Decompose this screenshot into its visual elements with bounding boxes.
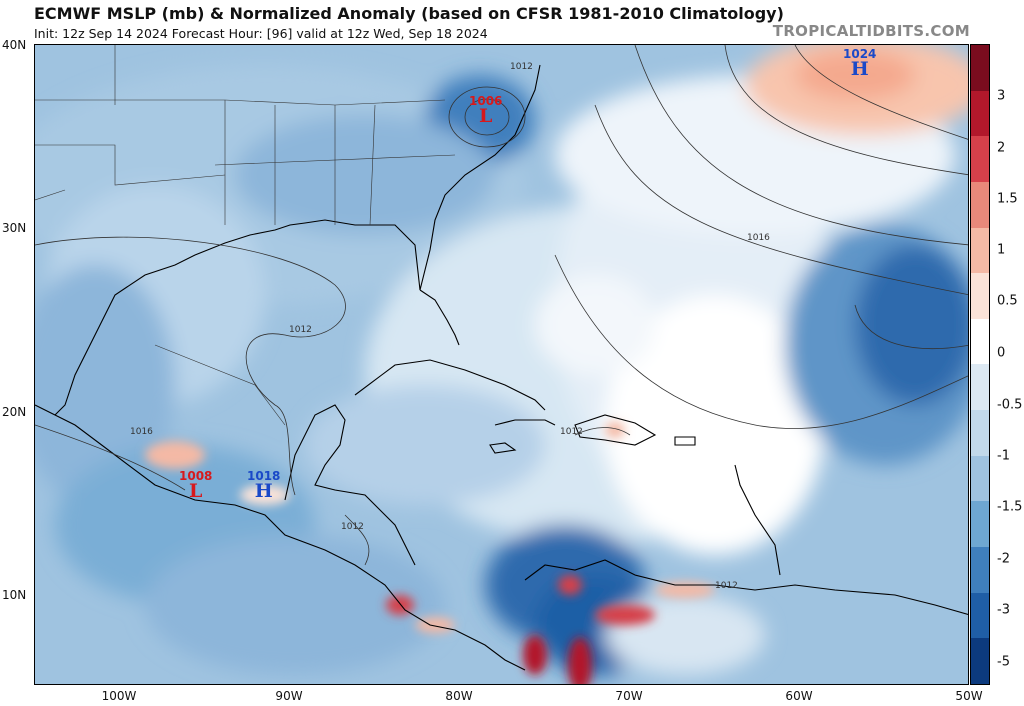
isobar-label: 1012	[715, 581, 738, 591]
high-marker: H	[850, 58, 869, 80]
low-pressure-center: 1008 L	[179, 470, 212, 501]
isobar-label: 1016	[130, 427, 153, 437]
lat-label: 20N	[2, 405, 27, 419]
map-panel: 1012 1016 1012 1016 1012 1012 1012 1006 …	[34, 44, 969, 685]
lon-label: 100W	[101, 689, 137, 703]
isobar-label: 1012	[289, 325, 312, 335]
high-pressure-center: 1024 H	[843, 48, 876, 79]
isobar-label: 1016	[747, 233, 770, 243]
site-credit: TROPICALTIDBITS.COM	[772, 22, 970, 40]
colorbar-segment	[971, 227, 989, 274]
isobar-label: 1012	[560, 427, 583, 437]
map-subtitle: Init: 12z Sep 14 2024 Forecast Hour: [96…	[34, 26, 488, 41]
colorbar-segment	[971, 136, 989, 182]
colorbar-label: 1.5	[997, 191, 1018, 207]
lon-label: 90W	[275, 689, 303, 703]
lon-label: 50W	[955, 689, 983, 703]
low-marker: L	[479, 105, 493, 127]
low-marker: L	[189, 480, 203, 502]
colorbar-segment	[971, 592, 989, 639]
isobar-label: 1012	[510, 62, 533, 72]
colorbar-label: -2	[997, 551, 1010, 567]
colorbar-label: 1	[997, 242, 1006, 258]
borders	[35, 45, 456, 426]
lon-label: 60W	[785, 689, 813, 703]
colorbar-label: 3	[997, 88, 1006, 104]
colorbar-label: -5	[997, 654, 1010, 670]
pressure-value: 1024	[843, 47, 877, 61]
map-title: ECMWF MSLP (mb) & Normalized Anomaly (ba…	[34, 4, 784, 23]
colorbar-segment	[971, 181, 989, 228]
colorbar-segment	[971, 90, 989, 137]
high-pressure-center: 1018 H	[247, 470, 280, 501]
pressure-value: 1006	[469, 94, 503, 108]
isobars	[35, 45, 968, 566]
colorbar-label: 0	[997, 345, 1006, 361]
colorbar-label: -0.5	[997, 397, 1023, 413]
colorbar-segment	[971, 273, 989, 319]
lon-label: 70W	[615, 689, 643, 703]
colorbar-label: -1	[997, 448, 1010, 464]
colorbar	[970, 44, 990, 685]
colorbar-label: 0.5	[997, 293, 1018, 309]
colorbar-segment	[971, 455, 989, 502]
lat-label: 30N	[2, 221, 27, 235]
colorbar-segment	[971, 501, 989, 548]
colorbar-segment	[971, 45, 989, 91]
colorbar-segment	[971, 364, 989, 411]
lat-label: 10N	[2, 588, 27, 602]
colorbar-segment	[971, 638, 989, 684]
colorbar-segment	[971, 410, 989, 456]
anomaly-map	[35, 45, 968, 684]
high-marker: H	[254, 480, 273, 502]
coastlines	[35, 64, 968, 671]
isobar-label: 1012	[341, 522, 364, 532]
colorbar-segment	[971, 318, 989, 365]
colorbar-segment	[971, 547, 989, 593]
colorbar-label: -3	[997, 602, 1010, 618]
lat-label: 40N	[2, 38, 27, 52]
pressure-value: 1008	[179, 469, 213, 483]
pressure-value: 1018	[247, 469, 281, 483]
low-pressure-center: 1006 L	[469, 95, 502, 126]
colorbar-label: -1.5	[997, 499, 1023, 515]
colorbar-label: 2	[997, 140, 1006, 156]
lon-label: 80W	[445, 689, 473, 703]
